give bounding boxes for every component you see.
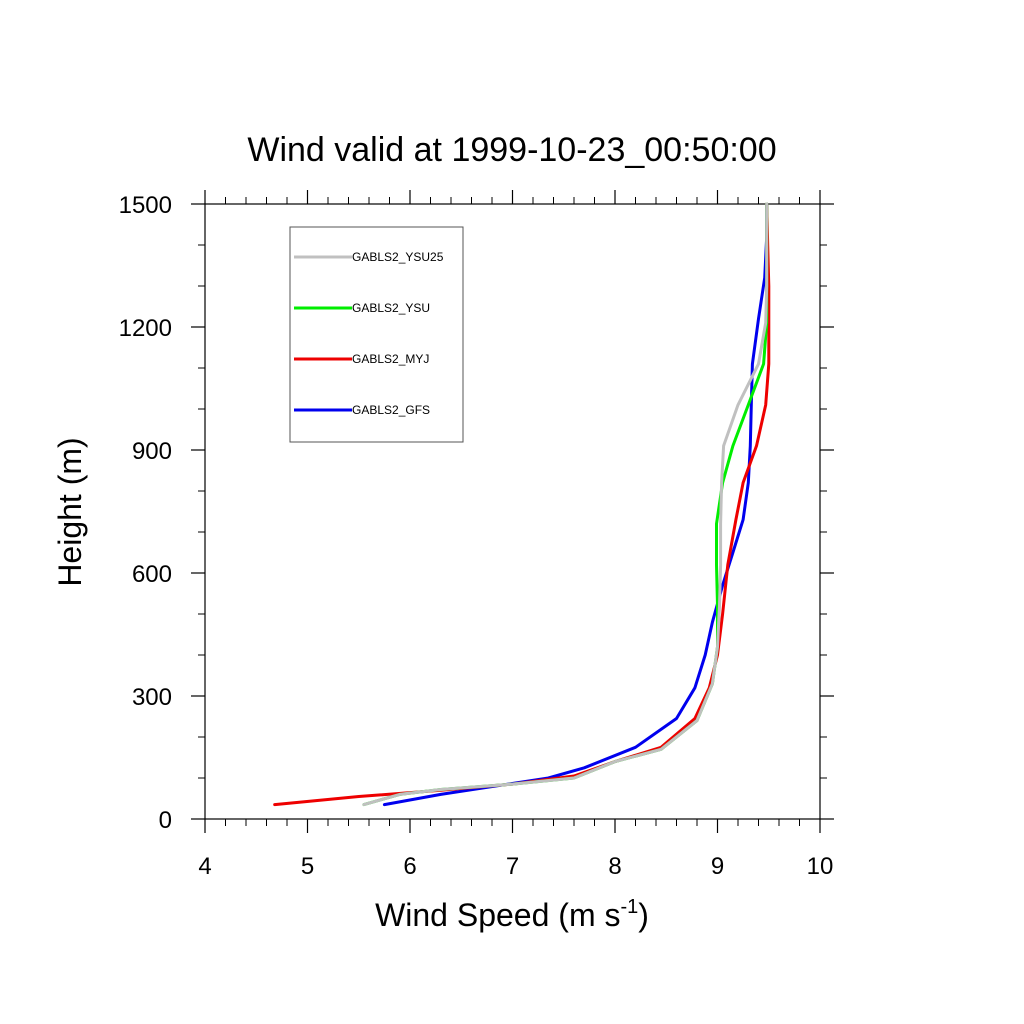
legend-label: GABLS2_YSU xyxy=(352,301,430,315)
legend-label: GABLS2_YSU25 xyxy=(352,250,444,264)
y-tick-label: 1200 xyxy=(119,315,172,342)
legend-label: GABLS2_GFS xyxy=(352,403,430,417)
x-tick-label: 10 xyxy=(807,853,834,880)
x-axis-label-main: Wind Speed (m s xyxy=(375,897,620,933)
y-tick-label: 300 xyxy=(132,684,172,711)
x-tick-label: 6 xyxy=(403,853,416,880)
x-tick-label: 7 xyxy=(506,853,519,880)
legend-label: GABLS2_MYJ xyxy=(352,352,429,366)
y-tick-label: 600 xyxy=(132,561,172,588)
y-tick-label: 1500 xyxy=(119,192,172,219)
x-tick-label: 9 xyxy=(711,853,724,880)
x-axis-label-end: ) xyxy=(638,897,649,933)
series-lines xyxy=(273,202,771,807)
chart-title: Wind valid at 1999-10-23_00:50:00 xyxy=(247,131,776,169)
legend-items: GABLS2_YSU25 GABLS2_YSU GABLS2_MYJ GABLS2_G… xyxy=(294,250,444,417)
x-tick-label: 5 xyxy=(301,853,314,880)
x-axis-label: Wind Speed (m s-1) xyxy=(375,896,649,933)
x-tick-label: 4 xyxy=(198,853,211,880)
major-ticks xyxy=(191,190,834,833)
y-axis-label: Height (m) xyxy=(52,437,88,586)
x-axis-label-superscript: -1 xyxy=(620,896,638,918)
x-tick-label: 8 xyxy=(608,853,621,880)
y-tick-label: 0 xyxy=(159,807,172,834)
legend-box xyxy=(289,226,464,443)
plot-area xyxy=(191,190,834,833)
x-tick-labels: 4 5 6 7 8 9 10 xyxy=(198,853,833,880)
legend: GABLS2_YSU25 GABLS2_YSU GABLS2_MYJ GABLS2_G… xyxy=(289,226,464,443)
y-tick-labels: 0 300 600 900 1200 1500 xyxy=(119,192,172,834)
series-line-gabls2-ysu25 xyxy=(362,202,769,807)
y-tick-label: 900 xyxy=(132,438,172,465)
